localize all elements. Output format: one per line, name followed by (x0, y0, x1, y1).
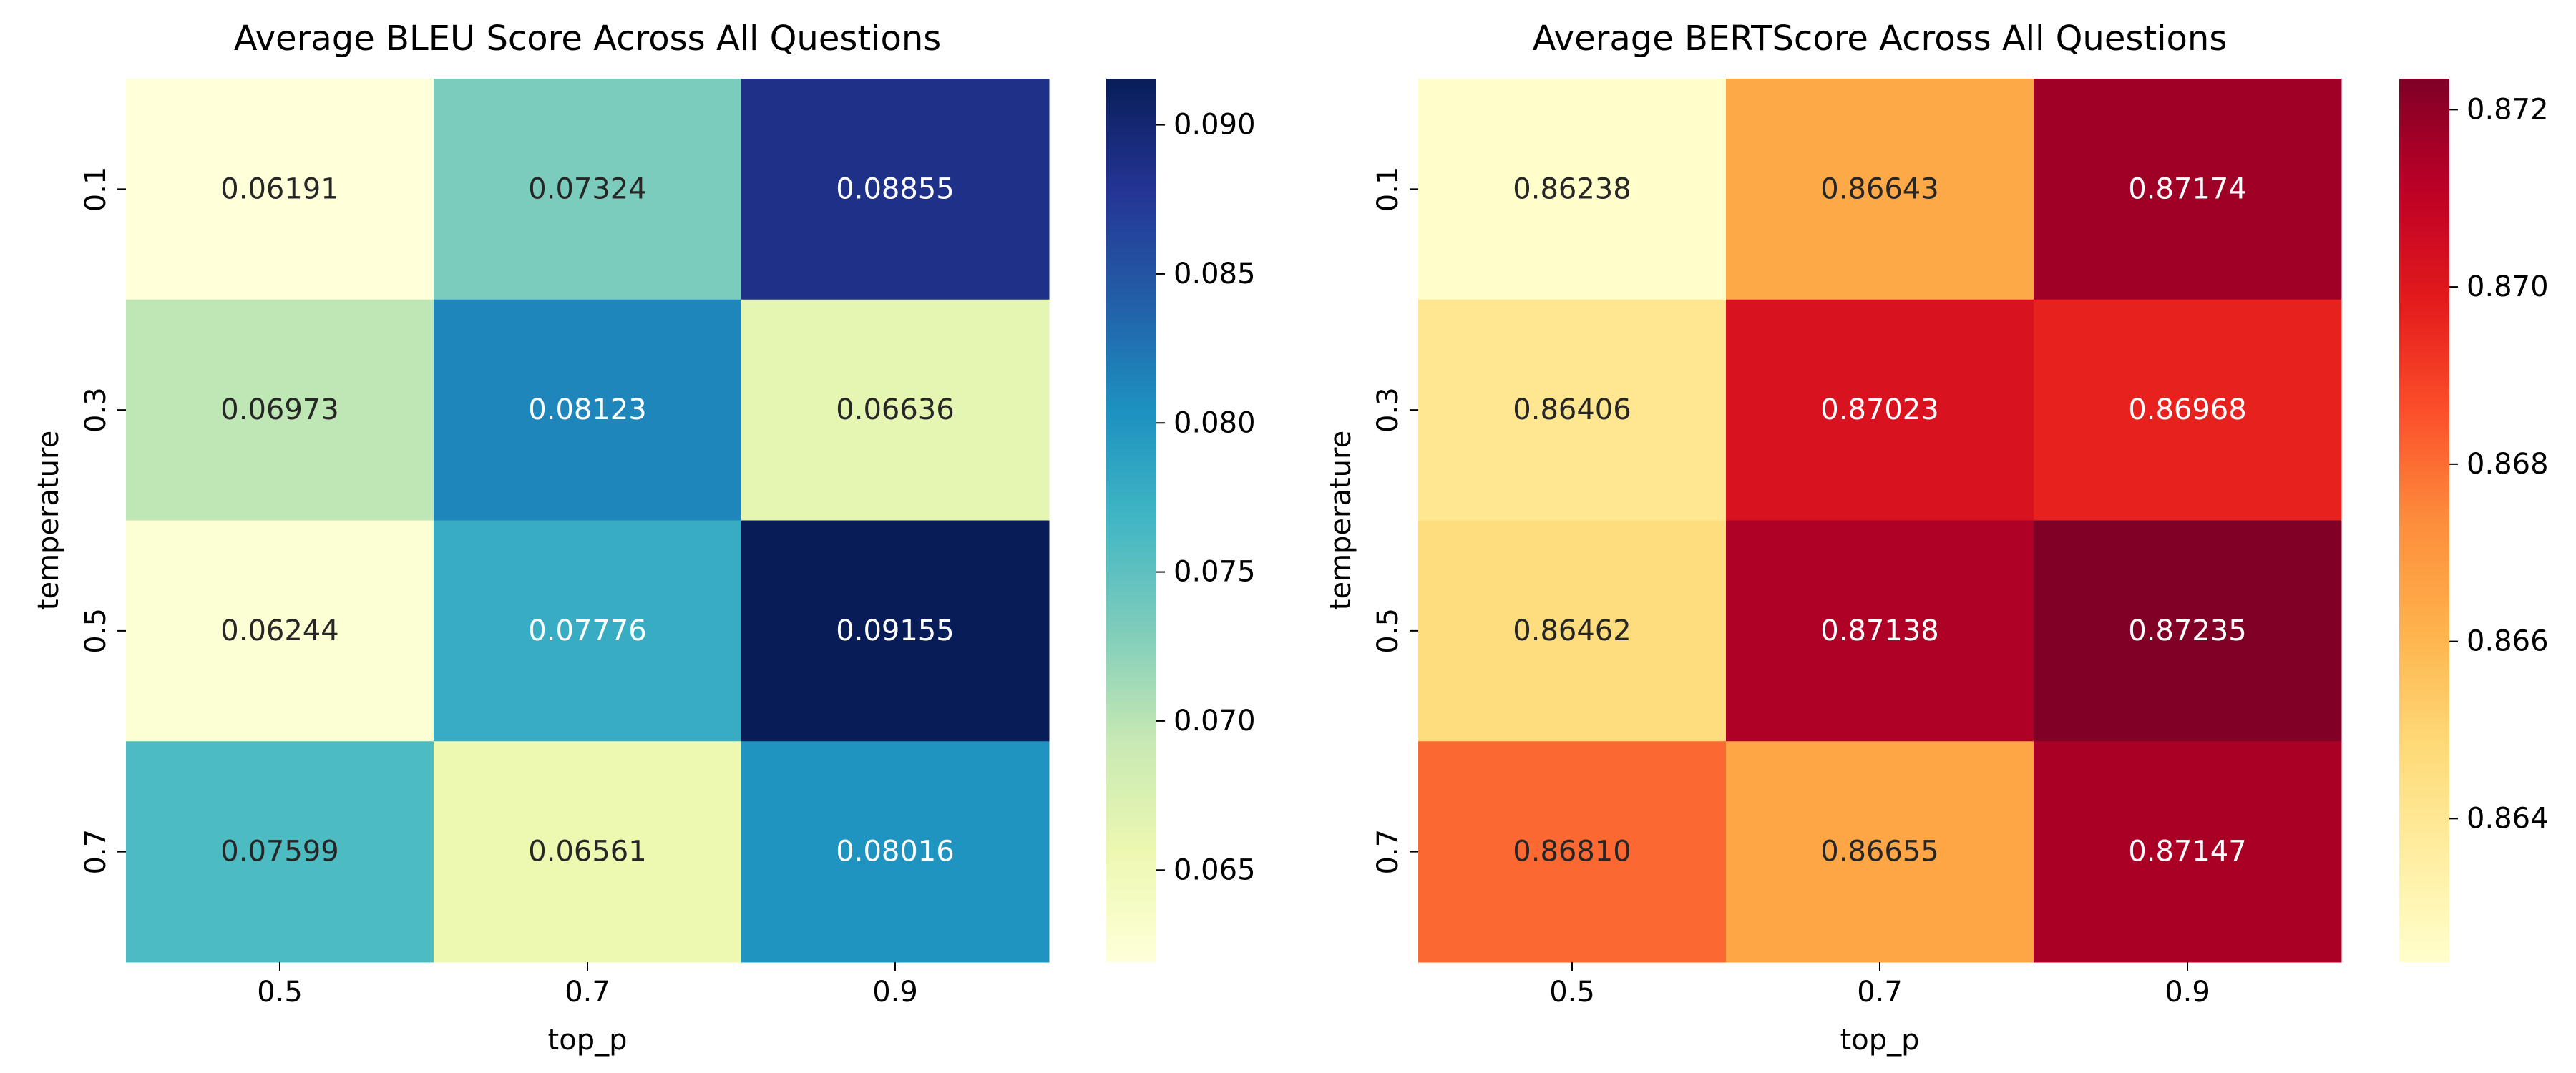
cell-value-label: 0.06561 (528, 836, 646, 868)
cell-value-label: 0.08123 (528, 393, 646, 426)
x-tick-label: 0.5 (257, 976, 303, 1009)
cell-value-label: 0.86406 (1513, 393, 1631, 426)
x-tick-label: 0.9 (872, 976, 918, 1009)
cell-value-label: 0.86810 (1513, 836, 1631, 868)
heatmap-cell (1726, 520, 2034, 742)
x-axis-label: top_p (1840, 1024, 1920, 1057)
heatmap-cell (1726, 79, 2034, 300)
chart-title: Average BLEU Score Across All Questions (234, 19, 942, 59)
cell-value-label: 0.06973 (220, 393, 338, 426)
heatmap-cell (1726, 299, 2034, 521)
heatmap-panel-2: 0.86238 0.86643 0.87174 0.86406 0.87023 0.869… (1324, 19, 2549, 1057)
y-axis-label: temperature (1324, 431, 1357, 610)
x-tick-label: 0.7 (1857, 976, 1903, 1009)
heatmap-cell (741, 299, 1050, 521)
y-tick-label: 0.1 (1372, 167, 1405, 212)
heatmap-cell (1418, 741, 1727, 963)
cell-value-label: 0.86643 (1820, 172, 1938, 205)
heatmap-cell (126, 520, 434, 742)
cell-value-label: 0.87235 (2128, 614, 2246, 647)
chart-title: Average BERTScore Across All Questions (1533, 19, 2228, 59)
colorbar-tick-label: 0.864 (2467, 802, 2549, 835)
heatmap-cell (741, 79, 1050, 300)
colorbar-tick-label: 0.085 (1174, 258, 1256, 290)
colorbar-tick-label: 0.090 (1174, 109, 1256, 142)
cell-value-label: 0.86238 (1513, 172, 1631, 205)
y-tick-label: 0.3 (79, 387, 112, 433)
cell-value-label: 0.87174 (2128, 172, 2246, 205)
cell-value-label: 0.07599 (220, 836, 338, 868)
x-tick-label: 0.9 (2165, 976, 2210, 1009)
cell-value-label: 0.08016 (836, 836, 954, 868)
cell-value-label: 0.86655 (1820, 836, 1938, 868)
heatmap-cell (434, 299, 742, 521)
colorbar-tick-label: 0.070 (1174, 705, 1256, 738)
heatmap-cell (741, 520, 1050, 742)
heatmap-cell (434, 520, 742, 742)
heatmap-cell (1418, 520, 1727, 742)
heatmap-cell (126, 299, 434, 521)
heatmap-cell (126, 741, 434, 963)
cell-value-label: 0.07776 (528, 614, 646, 647)
colorbar (1106, 79, 1156, 962)
heatmap-cell (741, 741, 1050, 963)
heatmap-cell (1418, 79, 1727, 300)
colorbar-tick-label: 0.866 (2467, 625, 2549, 658)
y-tick-label: 0.5 (1372, 608, 1405, 654)
heatmap-panel-1: 0.06191 0.07324 0.08855 0.06973 0.08123 0.066… (32, 19, 1256, 1057)
y-tick-label: 0.5 (79, 608, 112, 654)
y-tick-label: 0.7 (79, 829, 112, 875)
cell-value-label: 0.09155 (836, 614, 954, 647)
cell-value-label: 0.87138 (1820, 614, 1938, 647)
colorbar-tick-label: 0.872 (2467, 93, 2549, 126)
colorbar-tick-label: 0.065 (1174, 853, 1256, 886)
y-tick-label: 0.1 (79, 167, 112, 212)
cell-value-label: 0.06191 (220, 172, 338, 205)
colorbar-tick-label: 0.075 (1174, 556, 1256, 589)
heatmap-cell (434, 79, 742, 300)
cell-value-label: 0.07324 (528, 172, 646, 205)
x-tick-label: 0.5 (1549, 976, 1595, 1009)
heatmap-cell (2034, 299, 2342, 521)
heatmap-cell (1726, 741, 2034, 963)
cell-value-label: 0.87147 (2128, 836, 2246, 868)
cell-value-label: 0.06244 (220, 614, 338, 647)
heatmap-cell (2034, 79, 2342, 300)
colorbar-tick-label: 0.080 (1174, 406, 1256, 439)
cell-value-label: 0.86462 (1513, 614, 1631, 647)
heatmap-cell (2034, 741, 2342, 963)
y-axis-label: temperature (32, 431, 65, 610)
cell-value-label: 0.08855 (836, 172, 954, 205)
colorbar-tick-label: 0.868 (2467, 448, 2549, 481)
heatmap-cell (434, 741, 742, 963)
colorbar-tick-label: 0.870 (2467, 270, 2549, 303)
cell-value-label: 0.86968 (2128, 393, 2246, 426)
heatmap-cell (126, 79, 434, 300)
y-tick-label: 0.7 (1372, 829, 1405, 875)
y-tick-label: 0.3 (1372, 387, 1405, 433)
heatmap-cell (1418, 299, 1727, 521)
cell-value-label: 0.06636 (836, 393, 954, 426)
cell-value-label: 0.87023 (1820, 393, 1938, 426)
heatmap-cell (2034, 520, 2342, 742)
x-tick-label: 0.7 (565, 976, 610, 1009)
colorbar (2399, 79, 2449, 962)
x-axis-label: top_p (548, 1024, 628, 1057)
